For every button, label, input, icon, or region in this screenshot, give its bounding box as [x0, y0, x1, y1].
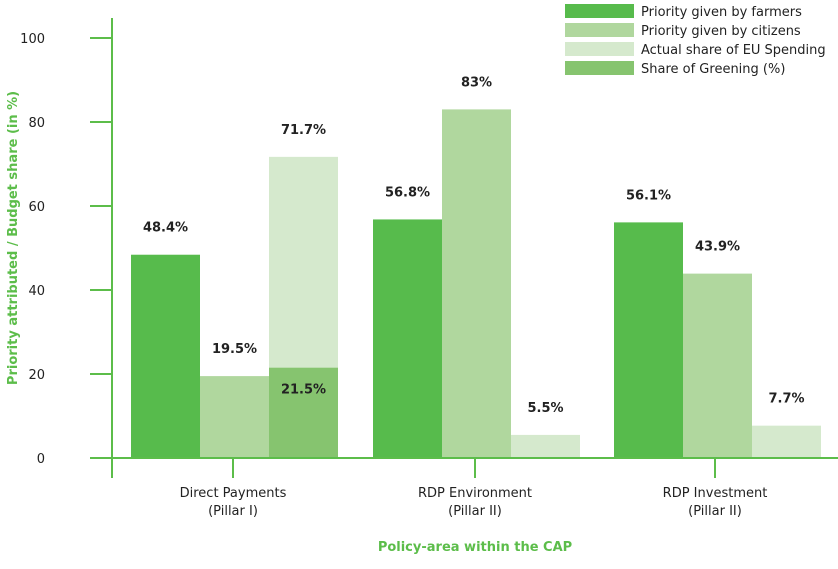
axes-group: 0 20 40 60 80 100 Direct Payments (Pillar I) RDP… [20, 18, 838, 519]
bar-s0-c1 [373, 219, 442, 458]
legend-label-1: Priority given by citizens [641, 24, 801, 39]
y-tick-label-100: 100 [20, 32, 45, 47]
bar-s2-c2 [752, 425, 821, 458]
y-tick-label-80: 80 [28, 116, 45, 131]
data-label-s0-c1: 56.8% [385, 185, 430, 200]
y-tick-label-60: 60 [28, 200, 45, 215]
y-tick-label-20: 20 [28, 368, 45, 383]
data-label-s2-c2: 7.7% [768, 392, 804, 407]
category-label-0-0: Direct Payments [180, 486, 287, 501]
category-label-1-1: (Pillar II) [448, 504, 502, 519]
x-axis-title: Policy-area within the CAP [378, 540, 572, 555]
legend-label-0: Priority given by farmers [641, 5, 802, 20]
data-label-s1-c2: 43.9% [695, 240, 740, 255]
legend: Priority given by farmers Priority given … [565, 4, 826, 77]
y-axis-title: Priority attributed / Budget share (in %… [6, 91, 21, 385]
category-label-0-1: (Pillar I) [208, 504, 258, 519]
legend-swatch-1 [565, 23, 634, 37]
legend-swatch-2 [565, 42, 634, 56]
category-label-2-1: (Pillar II) [688, 504, 742, 519]
data-labels-group: 48.4% 56.8% 56.1% 19.5% 83% 43.9% 71.7% 5.5% 7.7… [143, 75, 805, 416]
legend-label-2: Actual share of EU Spending [641, 43, 826, 58]
data-label-s0-c0: 48.4% [143, 221, 188, 236]
legend-swatch-0 [565, 4, 634, 18]
data-label-s0-c2: 56.1% [626, 188, 671, 203]
data-label-s1-c0: 19.5% [212, 342, 257, 357]
bar-s1-c2 [683, 273, 752, 458]
legend-swatch-3 [565, 61, 634, 75]
bar-s3-c0 [269, 367, 338, 458]
bar-s1-c0 [200, 376, 269, 458]
bar-s0-c2 [614, 222, 683, 458]
data-label-s3-c0: 21.5% [281, 383, 326, 398]
bars-group [131, 109, 821, 459]
data-label-s1-c1: 83% [461, 75, 492, 90]
y-tick-label-0: 0 [37, 452, 45, 467]
data-label-s2-c0: 71.7% [281, 123, 326, 138]
legend-label-3: Share of Greening (%) [641, 62, 785, 77]
category-label-1-0: RDP Environment [418, 486, 532, 501]
category-label-2-0: RDP Investment [663, 486, 768, 501]
bar-s2-c1 [511, 434, 580, 458]
bar-s1-c1 [442, 109, 511, 459]
bar-s0-c0 [131, 254, 200, 458]
y-tick-label-40: 40 [28, 284, 45, 299]
data-label-s2-c1: 5.5% [527, 401, 563, 416]
